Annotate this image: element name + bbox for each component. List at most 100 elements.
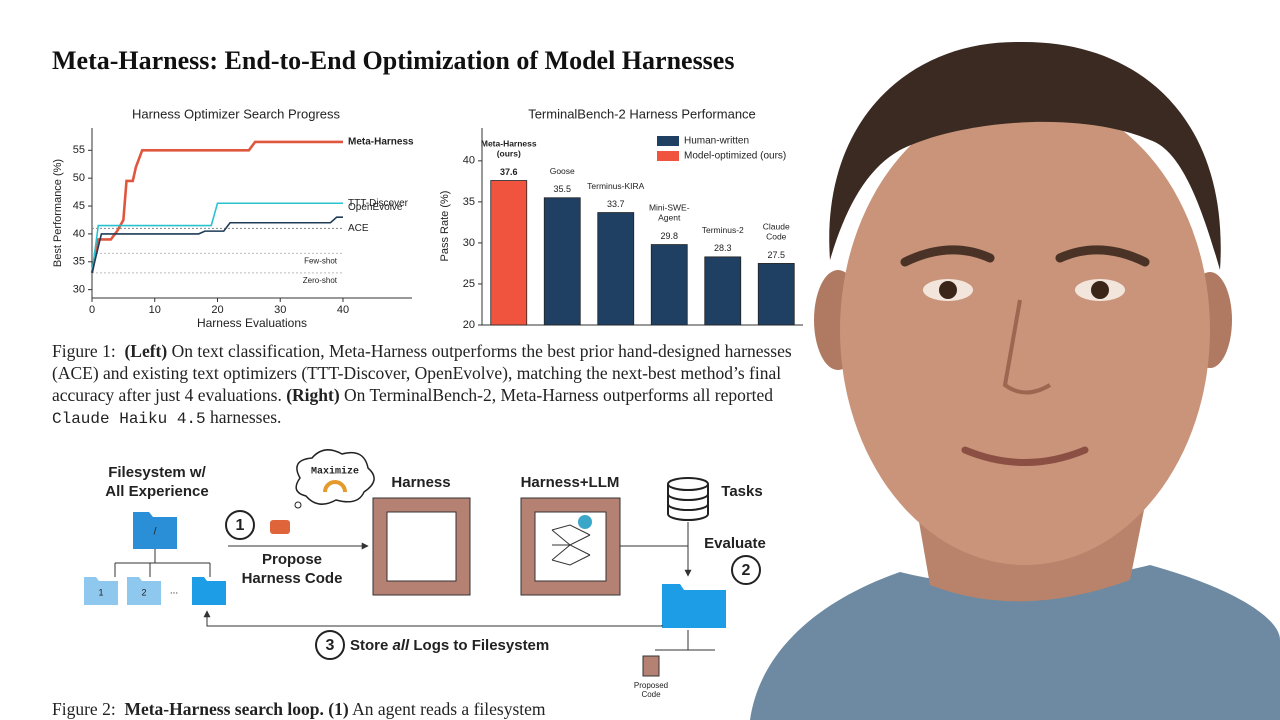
reference-label: Few-shot bbox=[304, 257, 338, 266]
caption-text: On text classification, Meta-Harness out… bbox=[52, 341, 792, 405]
evaluate-label: Evaluate bbox=[704, 535, 766, 552]
pupil bbox=[939, 281, 957, 299]
bar-category: Terminus-2 bbox=[702, 225, 744, 235]
thought-dot bbox=[294, 501, 302, 509]
bar bbox=[597, 212, 635, 326]
database-icon bbox=[667, 484, 709, 521]
chart-title: TerminalBench-2 Harness Performance bbox=[528, 106, 756, 121]
eyebrow bbox=[1055, 245, 1150, 267]
step-circle bbox=[315, 630, 345, 660]
caption-bold: (1) bbox=[328, 699, 349, 719]
folder-label: / bbox=[154, 527, 157, 538]
gauge-icon bbox=[323, 480, 347, 493]
y-axis-label: Pass Rate (%) bbox=[439, 191, 451, 262]
step-circle bbox=[225, 510, 255, 540]
step-number: 3 bbox=[326, 637, 335, 654]
y-axis-label: Best Performance (%) bbox=[52, 159, 64, 267]
step-number: 1 bbox=[236, 517, 245, 534]
bar-value: 27.5 bbox=[767, 250, 785, 260]
bar-category: Mini-SWE-Agent bbox=[649, 203, 690, 223]
step-number: 2 bbox=[742, 562, 751, 579]
reference-label: ACE bbox=[348, 223, 369, 234]
bar-category: Terminus-KIRA bbox=[587, 181, 644, 191]
proposed-code-label: Proposed Code bbox=[634, 681, 668, 699]
series-line bbox=[91, 202, 343, 274]
mouth bbox=[961, 446, 1089, 466]
bar bbox=[704, 256, 742, 326]
y-tick-label: 40 bbox=[463, 155, 475, 167]
tasks-label: Tasks bbox=[721, 483, 762, 500]
y-tick-label: 45 bbox=[73, 200, 85, 212]
nose bbox=[1002, 299, 1052, 395]
presenter-photo bbox=[740, 26, 1280, 720]
caption-text: harnesses. bbox=[210, 407, 282, 427]
llm-icon bbox=[578, 515, 592, 529]
y-tick-label: 30 bbox=[73, 284, 85, 296]
legend-swatch bbox=[657, 136, 679, 146]
caption-bold: Meta-Harness search loop. bbox=[124, 699, 324, 719]
bar-value: 37.6 bbox=[500, 167, 518, 177]
y-tick-label: 30 bbox=[463, 237, 475, 249]
legend-label: Model-optimized (ours) bbox=[684, 151, 786, 162]
store-text: Logs to Filesystem bbox=[413, 637, 549, 654]
folder-icon bbox=[84, 577, 118, 605]
bar-value: 33.7 bbox=[607, 199, 625, 209]
propose-label: Propose Harness Code bbox=[242, 551, 343, 587]
code-icon bbox=[642, 655, 660, 677]
caption-bold: (Left) bbox=[124, 341, 168, 361]
x-tick-label: 20 bbox=[211, 304, 223, 316]
y-tick-label: 35 bbox=[463, 196, 475, 208]
caption-bold: (Right) bbox=[286, 385, 340, 405]
diagram: Filesystem w/All Experience / 1 2 ... 1 … bbox=[84, 449, 766, 699]
x-tick-label: 10 bbox=[149, 304, 161, 316]
bar-value: 35.5 bbox=[553, 184, 571, 194]
bar bbox=[543, 197, 581, 326]
folder-icon bbox=[127, 577, 161, 605]
x-tick-label: 30 bbox=[274, 304, 286, 316]
series-line bbox=[91, 216, 343, 274]
folder-icon bbox=[662, 584, 726, 628]
caption-label: Figure 1: bbox=[52, 341, 116, 361]
pupil bbox=[1091, 281, 1109, 299]
legend-swatch bbox=[657, 151, 679, 161]
y-tick-label: 25 bbox=[463, 278, 475, 290]
bar bbox=[650, 244, 688, 326]
y-tick-label: 40 bbox=[73, 228, 85, 240]
bar-category: Goose bbox=[550, 166, 575, 176]
folder-label: ... bbox=[170, 586, 178, 597]
caption-text: An agent reads a filesystem bbox=[352, 699, 546, 719]
tree-lines bbox=[114, 549, 211, 577]
folder-label: 2 bbox=[141, 587, 146, 597]
legend-label: Human-written bbox=[684, 136, 749, 147]
harness-llm-box-inner bbox=[534, 511, 607, 582]
bar-category: Claude Code bbox=[763, 222, 790, 242]
folder-icon bbox=[192, 577, 226, 605]
bar bbox=[757, 263, 795, 326]
store-text: Store bbox=[350, 637, 388, 654]
bar-category: Meta-Harness (ours) bbox=[481, 139, 537, 159]
y-tick-label: 35 bbox=[73, 256, 85, 268]
harness-label: Harness bbox=[391, 474, 450, 491]
caption-model: Claude Haiku 4.5 bbox=[52, 410, 206, 428]
paper-title: Meta-Harness: End-to-End Optimization of… bbox=[52, 46, 735, 75]
store-emphasis: all bbox=[393, 637, 411, 654]
folder-icon bbox=[133, 512, 177, 549]
thought-cloud bbox=[295, 449, 375, 505]
bar-value: 28.3 bbox=[714, 243, 732, 253]
filesystem-label: Filesystem w/All Experience bbox=[105, 464, 208, 500]
series-label: OpenEvolve bbox=[348, 202, 403, 213]
figure-1-caption: Figure 1: (Left) On text classification,… bbox=[52, 340, 817, 430]
network-icon bbox=[551, 524, 591, 566]
chart-title: Harness Optimizer Search Progress bbox=[132, 106, 341, 121]
arrow bbox=[203, 610, 663, 627]
y-tick-label: 50 bbox=[73, 172, 85, 184]
series-line bbox=[90, 140, 343, 274]
eyebrow bbox=[900, 245, 995, 267]
series-label: TTT-Discover bbox=[348, 198, 409, 209]
harness-llm-label: Harness+LLM bbox=[521, 474, 620, 491]
series-label: Meta-Harness bbox=[348, 137, 414, 148]
caption-label: Figure 2: bbox=[52, 699, 116, 719]
store-label: Store all Logs to Filesystem bbox=[350, 637, 549, 654]
